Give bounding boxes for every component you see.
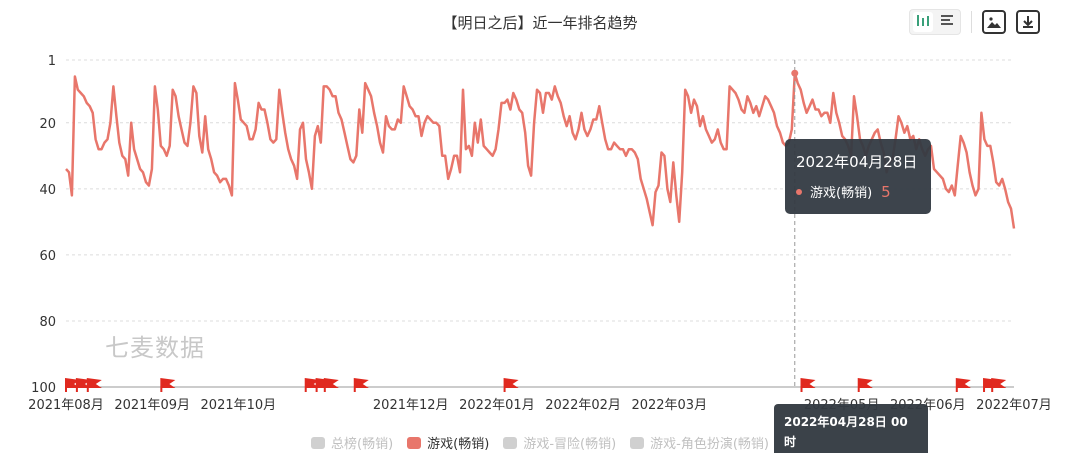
y-tick-label: 20 (39, 117, 56, 132)
event-flag-icon[interactable] (353, 378, 369, 392)
event-tooltip-date: 2022年04月28日 00时 (784, 415, 908, 449)
tooltip-row: 游戏(畅销) 5 (796, 182, 920, 201)
y-tick-label: 80 (39, 315, 56, 330)
event-tooltip-text: 新版本发布：1.0.120 (784, 455, 907, 469)
event-flag-icon[interactable] (86, 378, 102, 392)
series-layer (65, 60, 1016, 387)
series-line-games-grossing (65, 71, 1016, 229)
x-tick-label: 2022年07月 (976, 398, 1052, 413)
event-flag-icon[interactable] (323, 378, 339, 392)
chart-area: 1 20 40 60 80 100 2021年08月 2021年09月 2021年10月 202… (28, 54, 1052, 413)
view-toggle[interactable] (909, 9, 961, 35)
legend-label: 游戏-角色扮演(畅销) (650, 437, 769, 452)
x-tick-label: 2022年03月 (631, 398, 707, 413)
legend-item-games-grossing[interactable]: 游戏(畅销) (407, 433, 489, 452)
event-flag-icon[interactable] (857, 378, 873, 392)
x-tick-label: 2022年01月 (459, 398, 535, 413)
x-tick-label: 2022年02月 (545, 398, 621, 413)
list-icon[interactable] (937, 12, 957, 32)
legend-swatch (503, 436, 518, 449)
legend-label: 游戏(畅销) (427, 437, 490, 452)
legend-swatch (407, 436, 422, 449)
bar-chart-icon[interactable] (913, 12, 933, 32)
toolbar-separator (971, 11, 972, 33)
x-tick-label: 2021年08月 (28, 398, 104, 413)
series-dot-icon (796, 188, 802, 195)
watermark: 七麦数据 (105, 334, 205, 362)
legend-item-rpg-grossing[interactable]: 游戏-角色扮演(畅销) (630, 433, 769, 452)
event-flag-icon[interactable] (991, 378, 1007, 392)
y-axis: 1 20 40 60 80 100 (31, 54, 56, 396)
event-flag-icon[interactable] (160, 378, 176, 392)
legend-swatch (630, 436, 645, 449)
download-icon[interactable] (1016, 10, 1040, 34)
event-flag-icon[interactable] (503, 378, 519, 392)
chart-toolbar (909, 9, 1040, 35)
event-flag-icon[interactable] (800, 378, 816, 392)
tooltip-date: 2022年04月28日 (796, 153, 918, 171)
legend-label: 游戏-冒险(畅销) (523, 437, 617, 452)
tooltip-value: 5 (881, 182, 891, 201)
y-tick-label: 1 (48, 54, 56, 69)
tooltip-series: 游戏(畅销) (810, 186, 873, 201)
legend-item-total-grossing[interactable]: 总榜(畅销) (311, 433, 393, 452)
chart-legend: 总榜(畅销) 游戏(畅销) 游戏-冒险(畅销) 游戏-角色扮演(畅销) (0, 433, 1080, 452)
x-tick-label: 2021年09月 (114, 398, 190, 413)
x-tick-label: 2021年12月 (373, 398, 449, 413)
save-image-icon[interactable] (982, 10, 1006, 34)
y-tick-label: 60 (39, 249, 56, 264)
legend-swatch (311, 436, 325, 449)
y-tick-label: 40 (39, 183, 56, 198)
grid-lines (66, 59, 1014, 388)
legend-label: 总榜(畅销) (331, 437, 394, 452)
event-flag-icon[interactable] (955, 378, 971, 392)
highlight-point[interactable] (791, 69, 799, 77)
chart-title: 【明日之后】近一年排名趋势 (442, 14, 638, 32)
legend-item-adventure-grossing[interactable]: 游戏-冒险(畅销) (503, 433, 616, 452)
x-tick-label: 2021年10月 (201, 398, 277, 413)
y-tick-label: 100 (31, 381, 56, 396)
event-flags[interactable] (65, 378, 1007, 392)
data-tooltip: 2022年04月28日 游戏(畅销) 5 (785, 139, 931, 214)
